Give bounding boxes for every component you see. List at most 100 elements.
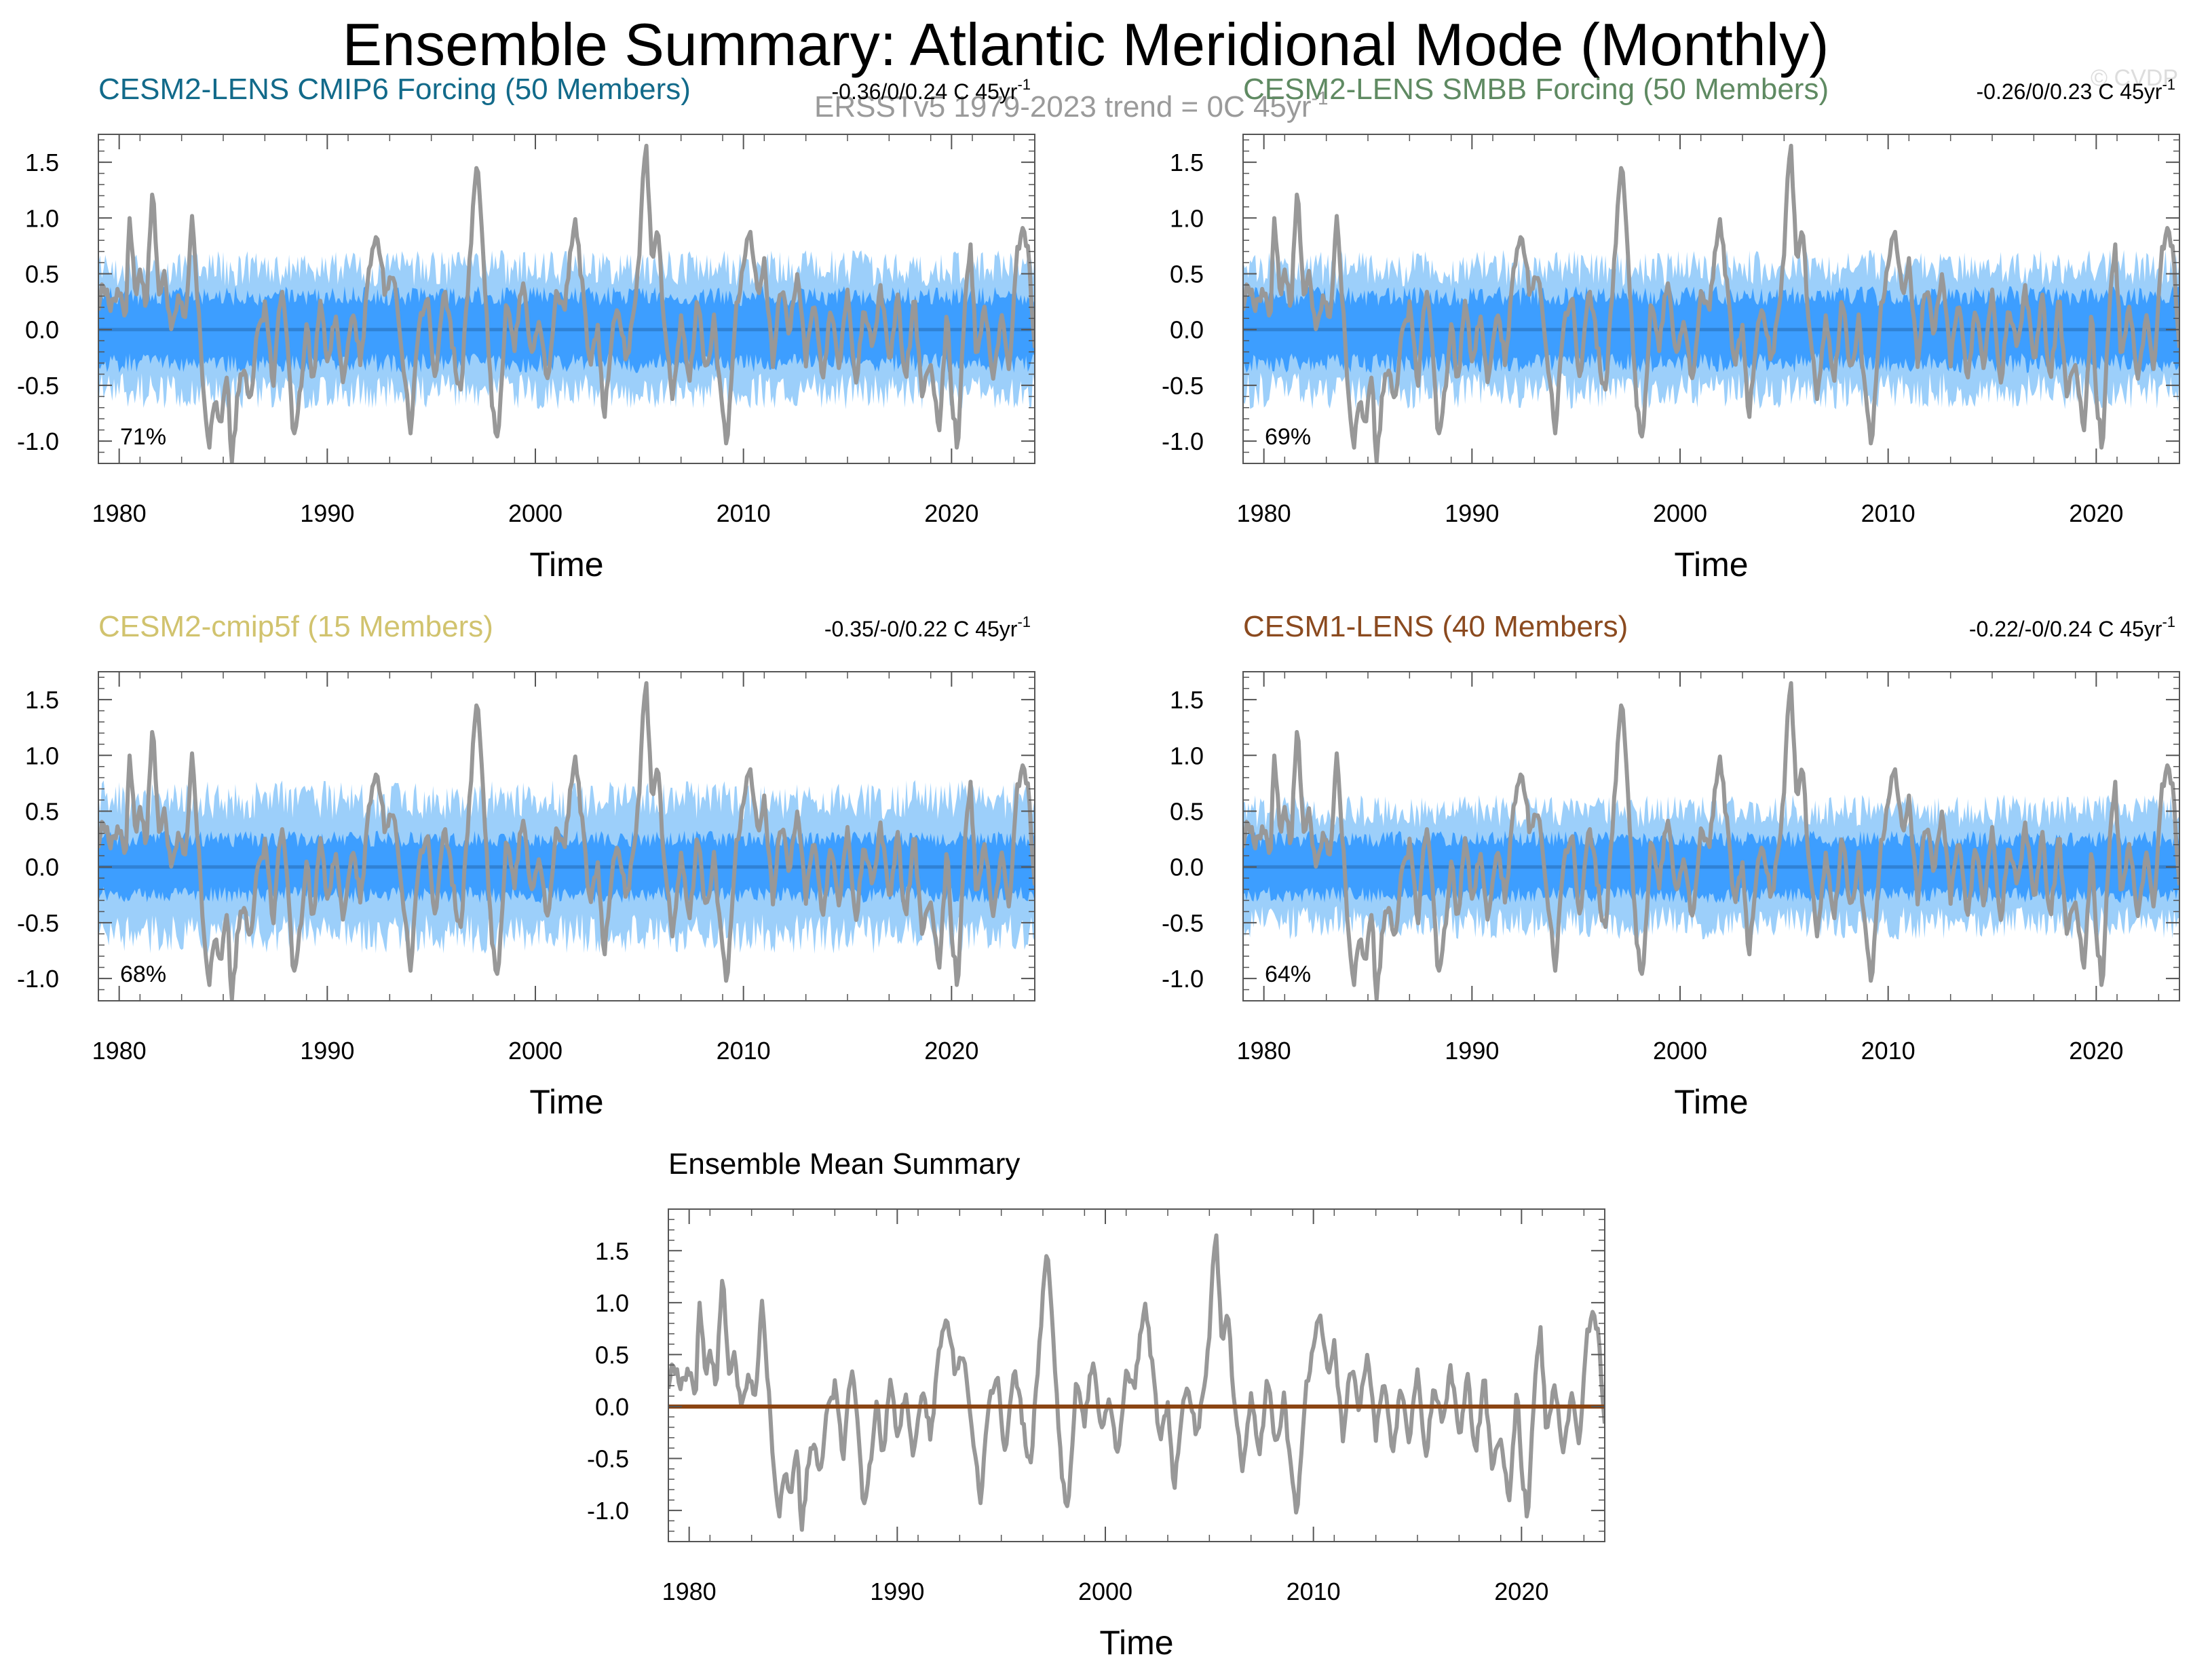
- x-tick-label: 2000: [508, 1037, 563, 1065]
- x-tick-label: 1980: [92, 499, 147, 527]
- panel-trend-text: -0.35/-0/0.22 C 45yr: [824, 617, 1018, 641]
- x-tick-label: 2010: [1861, 1037, 1916, 1065]
- obs-trend-label: ERSSTv5 1979-2023 trend = 0C 45yr-1: [814, 88, 1328, 123]
- x-tick-label: 2020: [1494, 1578, 1548, 1605]
- chart-cesm1-lens: CESM1-LENS (40 Members) -0.22/-0/0.24 C 4…: [1162, 610, 2180, 1121]
- x-tick-label: 1990: [300, 499, 354, 527]
- obs-trend-text: ERSSTv5 1979-2023 trend = 0C 45yr: [814, 90, 1312, 123]
- y-tick-label: 0.5: [25, 261, 59, 288]
- percent-annotation: 71%: [120, 424, 166, 450]
- percent-annotation: 68%: [120, 961, 166, 987]
- y-tick-label: 0.0: [25, 316, 59, 344]
- x-tick-label: 2020: [924, 1037, 978, 1065]
- x-tick-label: 2010: [1287, 1578, 1341, 1605]
- y-tick-label: -0.5: [17, 909, 59, 937]
- x-tick-label: 1980: [92, 1037, 147, 1065]
- percent-annotation: 69%: [1265, 424, 1311, 450]
- axes-frame: [98, 134, 1035, 464]
- y-tick-label: 0.0: [1170, 316, 1204, 344]
- plot-area: [1243, 681, 2179, 1001]
- chart-cesm2-lens-smbb: CESM2-LENS SMBB Forcing (50 Members) -0.2…: [1162, 73, 2180, 584]
- observed-series-line: [668, 1233, 1605, 1532]
- panel-trend-sup: -1: [1017, 76, 1031, 93]
- y-tick-label: 1.0: [1170, 204, 1204, 232]
- x-tick-label: 2010: [717, 1037, 771, 1065]
- y-tick-label: 1.0: [595, 1289, 629, 1317]
- x-tick-label: 1980: [1237, 1037, 1291, 1065]
- x-tick-label: 1990: [1445, 1037, 1499, 1065]
- y-tick-label: 0.0: [595, 1393, 629, 1421]
- x-tick-label: 1990: [300, 1037, 354, 1065]
- x-tick-label: 2010: [717, 499, 771, 527]
- x-axis-label: Time: [1674, 1083, 1748, 1121]
- chart-panels: CESM2-LENS CMIP6 Forcing (50 Members) -0.…: [17, 73, 2180, 1662]
- panel-trend-sup: -1: [2162, 613, 2175, 630]
- panel-title: CESM2-LENS SMBB Forcing (50 Members): [1243, 73, 1829, 106]
- y-tick-label: 0.5: [25, 798, 59, 826]
- x-tick-label: 2010: [1861, 499, 1916, 527]
- panel-trend-sup: -1: [2162, 76, 2175, 93]
- x-tick-label: 2020: [2069, 499, 2123, 527]
- chart-cesm2-cmip5f: CESM2-cmip5f (15 Members) -0.35/-0/0.22 C…: [17, 610, 1035, 1121]
- y-tick-label: 0.5: [1170, 798, 1204, 826]
- x-axis-label: Time: [1099, 1624, 1173, 1662]
- plot-area: [98, 681, 1035, 1001]
- obs-trend-sup: -1: [1312, 88, 1329, 109]
- panel-title: CESM1-LENS (40 Members): [1243, 610, 1628, 643]
- panel-trend-sup: -1: [1017, 613, 1031, 630]
- y-tick-label: 0.0: [25, 854, 59, 881]
- panel-trend-text: -0.22/-0/0.24 C 45yr: [1969, 617, 2163, 641]
- y-tick-label: 1.0: [1170, 742, 1204, 769]
- x-tick-label: 1990: [870, 1578, 924, 1605]
- plot-area: [668, 1233, 1605, 1532]
- panel-trend-label: -0.35/-0/0.22 C 45yr-1: [824, 613, 1031, 641]
- y-tick-label: 1.0: [25, 742, 59, 769]
- chart-ensemble-mean-summary: Ensemble Mean Summary 1.5 1.0 0.5 0.0 -0.5 -1.…: [587, 1147, 1605, 1662]
- panel-trend-label: -0.26/0/0.23 C 45yr-1: [1977, 76, 2176, 104]
- y-tick-label: 1.5: [595, 1237, 629, 1265]
- x-tick-label: 2000: [1653, 499, 1707, 527]
- panel-title: CESM2-LENS CMIP6 Forcing (50 Members): [98, 73, 691, 106]
- chart-cesm2-lens-cmip6: CESM2-LENS CMIP6 Forcing (50 Members) -0.…: [17, 73, 1035, 584]
- x-tick-label: 1980: [1237, 499, 1291, 527]
- x-tick-label: 1980: [662, 1578, 717, 1605]
- x-tick-label: 2020: [924, 499, 978, 527]
- y-tick-label: -1.0: [1162, 965, 1204, 993]
- panel-trend-label: -0.22/-0/0.24 C 45yr-1: [1969, 613, 2175, 641]
- x-tick-label: 2000: [1653, 1037, 1707, 1065]
- x-tick-label: 2020: [2069, 1037, 2123, 1065]
- y-tick-label: 0.5: [595, 1341, 629, 1369]
- panel-title: CESM2-cmip5f (15 Members): [98, 610, 493, 643]
- y-tick-label: -1.0: [587, 1497, 629, 1525]
- axes-frame: [1242, 134, 2180, 464]
- y-tick-label: -1.0: [17, 965, 59, 993]
- x-axis-label: Time: [529, 1083, 603, 1121]
- y-tick-label: 1.0: [25, 204, 59, 232]
- y-tick-label: 1.5: [25, 686, 59, 714]
- y-tick-label: 1.5: [1170, 686, 1204, 714]
- observed-series-line: [1243, 681, 2179, 1001]
- x-axis-label: Time: [1674, 546, 1748, 584]
- y-tick-label: -0.5: [1162, 909, 1204, 937]
- panel-trend-text: -0.26/0/0.23 C 45yr: [1977, 79, 2163, 104]
- x-tick-label: 1990: [1445, 499, 1499, 527]
- axes-frame: [1242, 671, 2180, 1001]
- axes-frame: [98, 671, 1035, 1001]
- copyright-watermark: © CVDP: [2091, 65, 2178, 91]
- y-tick-label: -0.5: [1162, 372, 1204, 400]
- y-tick-label: 0.0: [1170, 854, 1204, 881]
- y-tick-label: 0.5: [1170, 261, 1204, 288]
- y-tick-label: -0.5: [17, 372, 59, 400]
- panel-trend-text: -0.36/0/0.24 C 45yr: [832, 79, 1018, 104]
- figure-title: Ensemble Summary: Atlantic Meridional Mo…: [342, 11, 1829, 78]
- y-tick-label: 1.5: [1170, 149, 1204, 176]
- observed-series-line: [98, 681, 1035, 1001]
- plot-area: [1243, 143, 2179, 463]
- x-tick-label: 2000: [508, 499, 563, 527]
- y-tick-label: -1.0: [17, 427, 59, 455]
- y-tick-label: -0.5: [587, 1445, 629, 1473]
- panel-trend-label: -0.36/0/0.24 C 45yr-1: [832, 76, 1031, 104]
- x-tick-label: 2000: [1078, 1578, 1132, 1605]
- x-axis-label: Time: [529, 546, 603, 584]
- plot-area: [98, 143, 1035, 463]
